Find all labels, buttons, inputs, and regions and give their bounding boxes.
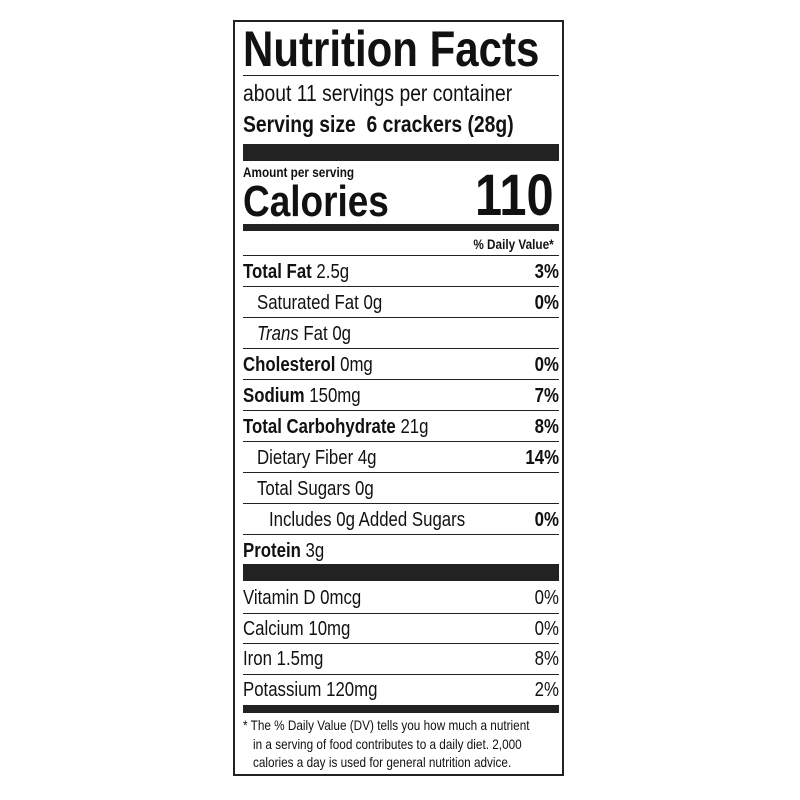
nutrient-name: Protein	[243, 540, 301, 562]
nutrient-name-suffix: Fat	[303, 323, 328, 345]
divider	[243, 286, 559, 287]
nutrient-amount: 3g	[305, 540, 325, 562]
divider	[243, 410, 559, 411]
nutrient-daily-value: 3%	[534, 261, 559, 283]
nutrient-amount: 0g	[332, 323, 352, 345]
vitamin-name: Calcium 10mg	[243, 617, 351, 640]
nutrient-amount: 150mg	[309, 385, 361, 407]
nutrient-daily-value: 0%	[534, 292, 559, 314]
label-title: Nutrition Facts	[243, 24, 596, 74]
nutrient-amount: 4g	[357, 447, 377, 469]
nutrient-name: Cholesterol	[243, 354, 336, 376]
vitamin-daily-value: 0%	[534, 617, 559, 640]
footnote-line: in a serving of food contributes to a da…	[253, 735, 522, 752]
serving-size-label: Serving size	[243, 111, 356, 137]
nutrient-name: Trans	[257, 323, 299, 345]
amount-text: Amount per serving	[243, 164, 355, 180]
divider	[243, 75, 559, 76]
vitamin-daily-value: 2%	[534, 679, 559, 702]
nutrient-name: Dietary Fiber	[257, 447, 354, 469]
vitamin-name: Potassium 120mg	[243, 679, 378, 702]
vitamin-row: Calcium 10mg 0%	[243, 613, 559, 644]
serving-size-value: 6 crackers (28g)	[366, 111, 514, 137]
divider	[243, 348, 559, 349]
divider	[243, 379, 559, 380]
divider	[243, 534, 559, 535]
daily-value-header: % Daily Value*	[458, 236, 554, 252]
divider	[243, 472, 559, 473]
nutrient-amount: 0g	[363, 292, 383, 314]
footnote: * The % Daily Value (DV) tells you how m…	[243, 716, 584, 772]
nutrient-name: Total Fat	[243, 261, 312, 283]
vitamin-row: Vitamin D 0mcg 0%	[243, 582, 559, 613]
vitamin-daily-value: 8%	[534, 648, 559, 671]
nutrient-daily-value: 7%	[534, 385, 559, 407]
vitamin-row: Iron 1.5mg 8%	[243, 643, 559, 674]
thick-divider	[243, 144, 559, 161]
nutrient-row: Total Sugars 0g	[243, 473, 559, 504]
servings-per-container: about 11 servings per container	[243, 80, 564, 106]
serving-size: Serving size 6 crackers (28g)	[243, 111, 565, 137]
footnote-line: * The % Daily Value (DV) tells you how m…	[243, 717, 530, 733]
nutrient-row: Sodium 150mg 7%	[243, 380, 559, 411]
calories-number: 110	[475, 163, 554, 228]
divider	[243, 673, 559, 675]
medium-divider	[243, 705, 559, 713]
nutrient-amount: 21g	[400, 416, 429, 438]
calories-text: Calories	[243, 177, 389, 226]
nutrient-row: Total Fat 2.5g 3%	[243, 256, 559, 287]
nutrient-amount: 0mg	[340, 354, 373, 376]
nutrient-row: Saturated Fat 0g 0%	[243, 287, 559, 318]
nutrient-daily-value: 8%	[534, 416, 559, 438]
vitamin-daily-value: 0%	[534, 587, 559, 609]
calories-value: 110	[460, 163, 554, 228]
nutrient-name: Includes 0g Added Sugars	[269, 509, 466, 531]
divider	[243, 612, 559, 614]
nutrient-row: Dietary Fiber 4g 14%	[243, 442, 559, 473]
vitamin-name: Iron 1.5mg	[243, 648, 324, 671]
thick-divider	[243, 564, 559, 581]
nutrient-row: Total Carbohydrate 21g 8%	[243, 411, 559, 442]
servings-text: about 11 servings per container	[243, 80, 513, 106]
medium-divider	[243, 224, 559, 231]
nutrition-facts-label: Nutrition Facts about 11 servings per co…	[233, 20, 564, 776]
nutrient-daily-value: 0%	[534, 509, 559, 531]
nutrient-amount: 2.5g	[316, 261, 350, 283]
dv-header-text: % Daily Value*	[473, 236, 554, 252]
calories-label: Calories	[243, 177, 417, 226]
divider	[243, 255, 559, 256]
nutrient-amount: 0g	[355, 478, 374, 500]
nutrient-name: Total Sugars	[257, 478, 351, 500]
vitamin-name: Vitamin D 0mcg	[243, 587, 362, 609]
nutrient-name: Total Carbohydrate	[243, 416, 396, 438]
nutrient-daily-value: 14%	[525, 447, 559, 469]
title-text: Nutrition Facts	[243, 21, 540, 77]
divider	[243, 503, 559, 504]
nutrient-row: Cholesterol 0mg 0%	[243, 349, 559, 380]
nutrient-daily-value: 0%	[534, 354, 559, 376]
nutrient-name: Sodium	[243, 385, 305, 407]
nutrient-row: Trans Fat 0g	[243, 318, 559, 349]
divider	[243, 441, 559, 442]
nutrient-name: Saturated Fat	[257, 292, 359, 314]
divider	[243, 317, 559, 318]
amount-per-serving: Amount per serving	[243, 165, 375, 180]
vitamin-row: Potassium 120mg 2%	[243, 674, 559, 705]
nutrient-row: Protein 3g	[243, 535, 559, 566]
divider	[243, 643, 559, 645]
nutrient-row: Includes 0g Added Sugars 0%	[243, 504, 559, 535]
footnote-line: calories a day is used for general nutri…	[253, 754, 512, 770]
